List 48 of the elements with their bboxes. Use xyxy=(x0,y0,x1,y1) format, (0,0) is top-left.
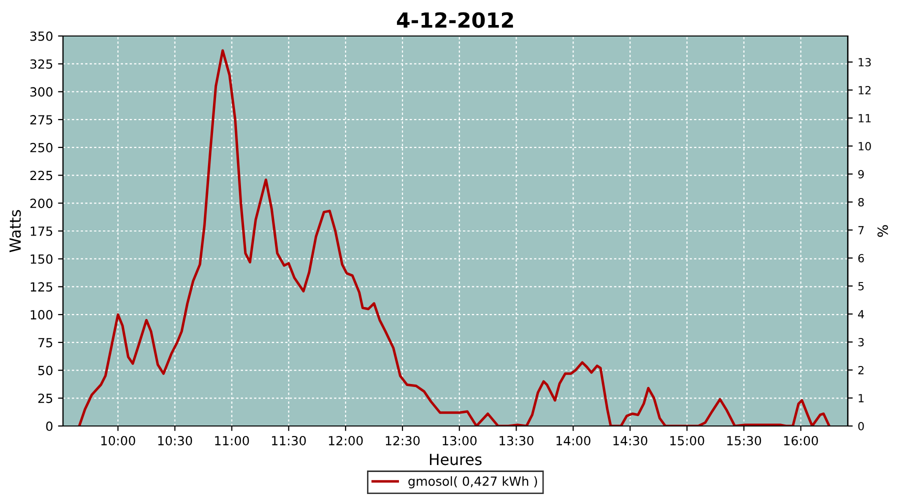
y-tick-label: 100 xyxy=(30,310,52,320)
y-tick-label: 350 xyxy=(30,31,52,41)
x-tick-label: 10:30 xyxy=(158,436,192,446)
y2-tick-label: 12 xyxy=(858,86,871,94)
y-tick-label: 275 xyxy=(30,115,52,124)
y-tick-label: 175 xyxy=(30,226,52,236)
y-tick-label: 250 xyxy=(30,142,52,152)
x-tick-label: 16:00 xyxy=(784,436,818,446)
y2-tick-label: 4 xyxy=(858,310,864,318)
x-tick-label: 11:30 xyxy=(272,436,306,446)
y-tick-label: 0 xyxy=(46,421,52,431)
y-tick-label: 50 xyxy=(38,366,52,376)
y2-tick-label: 13 xyxy=(858,58,871,66)
y2-tick-label: 0 xyxy=(858,422,864,430)
y2-tick-label: 1 xyxy=(858,394,864,402)
y-tick-label: 125 xyxy=(30,282,52,292)
y-tick-label: 75 xyxy=(38,338,52,348)
legend-label: gmosol( 0,427 kWh ) xyxy=(408,476,538,488)
y2-tick-label: 9 xyxy=(858,170,864,178)
x-tick-label: 15:30 xyxy=(727,436,762,446)
y2-tick-label: 8 xyxy=(858,198,864,206)
y-tick-label: 225 xyxy=(30,170,52,180)
y2-tick-label: 11 xyxy=(858,114,871,122)
y-axis-title: Watts xyxy=(10,210,21,252)
y2-tick-label: 5 xyxy=(858,282,864,290)
y2-tick-label: 7 xyxy=(858,226,864,234)
x-tick-label: 12:00 xyxy=(328,436,363,446)
x-tick-label: 11:00 xyxy=(215,436,249,446)
x-tick-label: 13:00 xyxy=(442,436,477,446)
y-tick-label: 25 xyxy=(38,394,52,404)
y-tick-label: 325 xyxy=(30,59,52,69)
x-tick-label: 14:30 xyxy=(613,436,648,446)
x-tick-label: 10:00 xyxy=(101,436,136,446)
y-tick-label: 200 xyxy=(30,198,52,208)
y-tick-label: 150 xyxy=(30,254,52,264)
x-tick-label: 13:30 xyxy=(500,436,534,446)
y2-tick-label: 6 xyxy=(858,254,864,262)
chart-title: 4-12-2012 xyxy=(396,12,513,28)
x-tick-label: 15:00 xyxy=(670,436,704,446)
line-series xyxy=(78,49,830,426)
x-tick-label: 14:00 xyxy=(556,436,590,446)
y2-axis-title: % xyxy=(877,225,888,237)
y-tick-label: 300 xyxy=(30,87,52,97)
y2-tick-label: 2 xyxy=(858,366,864,374)
x-axis-title: Heures xyxy=(430,454,482,466)
x-tick-label: 12:30 xyxy=(386,436,420,446)
y2-tick-label: 10 xyxy=(858,142,871,150)
y2-tick-label: 3 xyxy=(858,338,864,346)
